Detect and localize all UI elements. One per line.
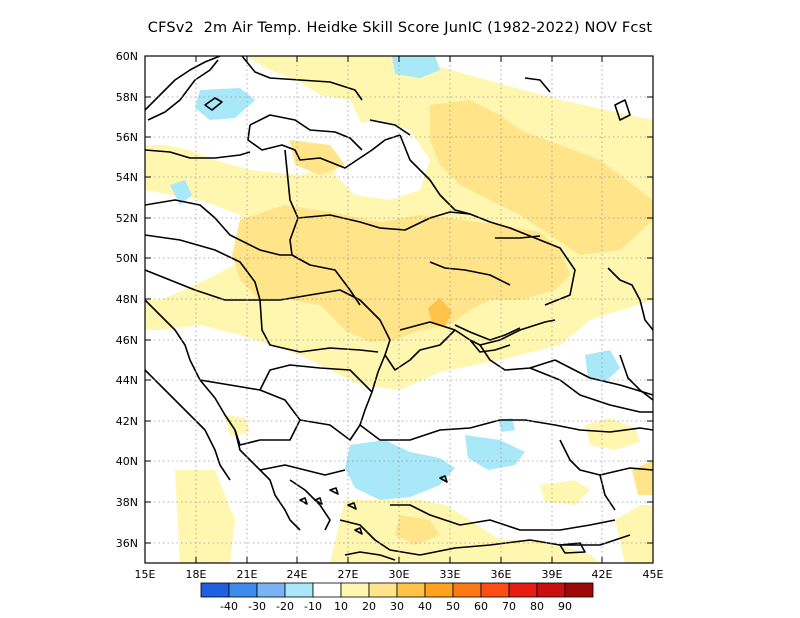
lat-label-58n: 58N — [116, 91, 138, 104]
colorbar-label: 90 — [558, 600, 572, 613]
lon-label-30e: 30E — [389, 568, 410, 581]
colorbar-label: -10 — [304, 600, 322, 613]
lon-label-27e: 27E — [338, 568, 359, 581]
colorbar-swatch — [480, 582, 510, 598]
lat-label-42n: 42N — [116, 415, 138, 428]
lat-label-50n: 50N — [116, 252, 138, 265]
colorbar-label: 80 — [530, 600, 544, 613]
lon-label-21e: 21E — [237, 568, 258, 581]
lat-label-52n: 52N — [116, 212, 138, 225]
colorbar-swatch — [396, 582, 426, 598]
colorbar-swatch — [228, 582, 258, 598]
lat-label-60n: 60N — [116, 50, 138, 63]
lat-label-38n: 38N — [116, 496, 138, 509]
colorbar-label: 20 — [362, 600, 376, 613]
shading-layer — [145, 56, 653, 563]
colorbar-label: 70 — [502, 600, 516, 613]
longitude-labels: 15E 18E 21E 24E 27E 30E 33E 36E 39E 42E … — [135, 568, 664, 581]
colorbar-label: 10 — [334, 600, 348, 613]
lon-label-45e: 45E — [643, 568, 664, 581]
gridlines — [145, 56, 653, 563]
colorbar-label: 40 — [418, 600, 432, 613]
colorbar-swatch — [284, 582, 314, 598]
lon-label-42e: 42E — [592, 568, 613, 581]
colorbar-swatch — [340, 582, 370, 598]
lat-label-48n: 48N — [116, 293, 138, 306]
colorbar — [200, 582, 594, 598]
lon-label-39e: 39E — [542, 568, 563, 581]
colorbar-label: 60 — [474, 600, 488, 613]
colorbar-swatch — [256, 582, 286, 598]
colorbar-labels: -40 -30 -20 -10 10 20 30 40 50 60 70 80 … — [220, 600, 572, 613]
lon-label-15e: 15E — [135, 568, 156, 581]
lat-label-56n: 56N — [116, 131, 138, 144]
map-title: CFSv2 2m Air Temp. Heidke Skill Score Ju… — [147, 20, 653, 36]
lat-label-40n: 40N — [116, 455, 138, 468]
lon-label-33e: 33E — [440, 568, 461, 581]
latitude-labels: 60N 58N 56N 54N 52N 50N 48N 46N 44N 42N … — [116, 50, 138, 550]
colorbar-swatch — [452, 582, 482, 598]
axis-ticks — [144, 55, 654, 563]
colorbar-label: 50 — [446, 600, 460, 613]
colorbar-swatch — [536, 582, 566, 598]
colorbar-label: 30 — [390, 600, 404, 613]
skill-30-40-regions — [428, 298, 452, 326]
colorbar-swatch — [200, 582, 230, 598]
lat-label-44n: 44N — [116, 374, 138, 387]
lon-label-36e: 36E — [491, 568, 512, 581]
lon-label-18e: 18E — [186, 568, 207, 581]
lat-label-46n: 46N — [116, 334, 138, 347]
coastlines-borders — [145, 56, 653, 561]
colorbar-swatch — [508, 582, 538, 598]
lon-label-24e: 24E — [287, 568, 308, 581]
colorbar-label: -30 — [248, 600, 266, 613]
colorbar-label: -20 — [276, 600, 294, 613]
colorbar-swatch — [312, 582, 342, 598]
lat-label-54n: 54N — [116, 171, 138, 184]
colorbar-swatch — [368, 582, 398, 598]
colorbar-swatch — [424, 582, 454, 598]
colorbar-label: -40 — [220, 600, 238, 613]
lat-label-36n: 36N — [116, 537, 138, 550]
skill-minus10-regions — [170, 56, 620, 500]
colorbar-swatch — [564, 582, 594, 598]
